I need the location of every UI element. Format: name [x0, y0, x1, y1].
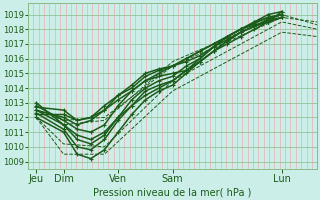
X-axis label: Pression niveau de la mer( hPa ): Pression niveau de la mer( hPa ) [93, 187, 252, 197]
